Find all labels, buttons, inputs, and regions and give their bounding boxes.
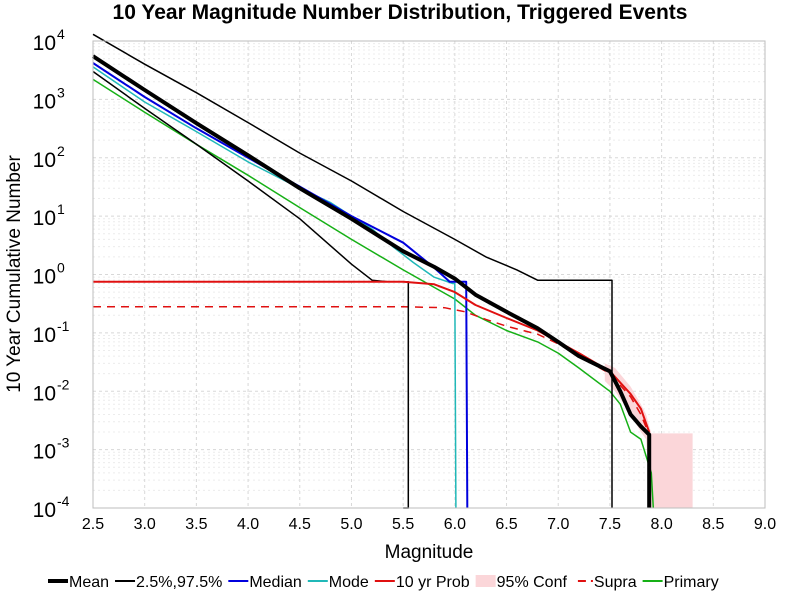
y-tick-base: 10 [33, 32, 56, 55]
y-tick-exponent: 2 [57, 143, 65, 159]
legend-label: Supra [594, 574, 637, 591]
series-line-primary [92, 78, 655, 509]
y-tick-label: 10 4 [33, 26, 65, 55]
legend-label: Mode [329, 574, 369, 591]
y-tick-exponent: -2 [57, 376, 70, 392]
y-tick-label: 10 -3 [33, 435, 70, 464]
series-line-median [92, 62, 469, 509]
y-tick-label: 10 -4 [33, 493, 70, 522]
legend-label: 10 yr Prob [396, 574, 470, 591]
y-tick-exponent: -1 [57, 318, 70, 334]
y-tick-exponent: 1 [57, 201, 65, 217]
legend-item: 2.5%,97.5% [115, 574, 222, 591]
y-tick-label: 10 -1 [33, 318, 70, 347]
legend-item: Supra [577, 574, 637, 591]
y-tick-label: 10 3 [33, 84, 65, 113]
plot-area [91, 33, 693, 509]
legend-label: 95% Conf [497, 574, 568, 591]
x-tick-label: 6.0 [444, 516, 466, 533]
x-tick-label: 3.0 [134, 516, 156, 533]
x-tick-label: 7.5 [599, 516, 621, 533]
series-line-97-5 [92, 33, 613, 508]
y-tick-exponent: 4 [57, 26, 65, 42]
legend-item: Primary [642, 574, 719, 591]
y-axis-label: 10 Year Cumulative Number [4, 155, 25, 393]
y-tick-label: 10 2 [33, 143, 65, 172]
legend-item: 10 yr Prob [374, 574, 470, 591]
legend-swatch [475, 575, 496, 587]
x-axis-ticks: 2.5 3.0 3.5 4.0 4.5 5.0 5.5 6.0 6.5 7.0 7.5 8.0 8.5 9… [82, 516, 776, 533]
legend-item: Mode [307, 574, 369, 591]
legend-item: Mean [48, 574, 109, 591]
y-tick-base: 10 [33, 207, 56, 230]
y-tick-label: 10 0 [33, 260, 65, 289]
x-tick-label: 8.0 [650, 516, 672, 533]
legend-item: Median [228, 574, 302, 591]
legend-label: 2.5%,97.5% [136, 574, 222, 591]
y-tick-exponent: -3 [57, 435, 70, 451]
x-tick-label: 3.5 [185, 516, 207, 533]
x-tick-label: 9.0 [754, 516, 776, 533]
legend-item: 95% Conf [475, 574, 568, 591]
x-tick-label: 4.0 [237, 516, 259, 533]
x-tick-label: 6.5 [495, 516, 517, 533]
y-tick-label: 10 -2 [33, 376, 70, 405]
x-tick-label: 2.5 [82, 516, 104, 533]
legend: Mean 2.5%,97.5% Median Mode 10 yr Prob 95% Co… [48, 574, 719, 591]
y-tick-base: 10 [33, 382, 56, 405]
grid [92, 40, 766, 509]
legend-label: Median [249, 574, 301, 591]
legend-label: Primary [664, 574, 719, 591]
series-line-2-5 [92, 70, 410, 509]
chart-title: 10 Year Magnitude Number Distribution, T… [113, 1, 688, 24]
y-tick-base: 10 [33, 266, 56, 289]
plot-frame [92, 40, 766, 509]
y-tick-exponent: 0 [57, 260, 65, 276]
x-tick-label: 5.5 [392, 516, 414, 533]
y-tick-base: 10 [33, 499, 56, 522]
y-tick-base: 10 [33, 90, 56, 113]
legend-label: Mean [69, 574, 109, 591]
x-tick-label: 5.0 [340, 516, 362, 533]
x-tick-label: 4.5 [289, 516, 311, 533]
x-tick-label: 8.5 [702, 516, 724, 533]
series-line-10-yr-prob [93, 280, 651, 433]
y-tick-base: 10 [33, 441, 56, 464]
y-tick-base: 10 [33, 324, 56, 347]
x-axis-label: Magnitude [385, 542, 474, 563]
series-line-supra [93, 306, 650, 435]
y-tick-label: 10 1 [33, 201, 65, 230]
series-line-mean [91, 54, 652, 508]
y-tick-exponent: -4 [57, 493, 70, 509]
y-tick-exponent: 3 [57, 84, 65, 100]
y-tick-base: 10 [33, 149, 56, 172]
x-tick-label: 7.0 [547, 516, 569, 533]
